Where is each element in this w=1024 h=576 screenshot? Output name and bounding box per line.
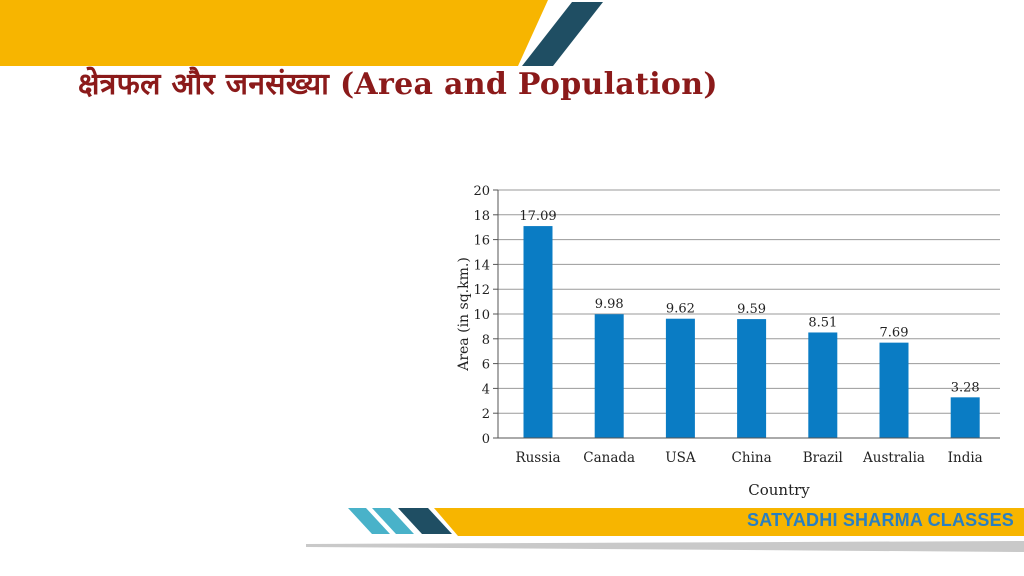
bar-india [950, 397, 980, 438]
bottom-dark-slash-2 [412, 508, 452, 534]
x-category-label-russia: Russia [515, 450, 560, 466]
bar-value-label-brazil: 8.51 [808, 315, 837, 330]
footer-brand: SATYADHI SHARMA CLASSES [747, 510, 1014, 530]
page-title: क्षेत्रफल और जनसंख्या (Area and Populati… [78, 67, 718, 102]
y-tick-label: 20 [473, 184, 490, 199]
y-tick-label: 0 [482, 432, 490, 447]
bottom-yellow-stripe [434, 508, 1024, 536]
bar-value-label-india: 3.28 [951, 380, 980, 395]
bars [523, 226, 980, 438]
y-axis-ticks: 0 2 4 6 8 10 12 14 16 18 20 [473, 184, 498, 447]
y-tick-label: 18 [473, 209, 490, 224]
bar-value-label-china: 9.59 [737, 302, 766, 317]
y-tick-label: 12 [473, 283, 490, 298]
area-bar-chart: 0 2 4 6 8 10 12 14 16 18 20 17.09 9.98 9.62 9.59 8.51 7… [456, 184, 1000, 498]
bar-value-label-australia: 7.69 [880, 326, 909, 341]
bar-value-label-canada: 9.98 [595, 297, 624, 312]
bar-brazil [808, 332, 838, 438]
x-category-label-canada: Canada [583, 450, 635, 466]
bottom-teal-slash-2 [372, 508, 414, 534]
bottom-dark-slash-1 [398, 508, 440, 534]
x-category-label-india: India [948, 450, 983, 466]
bottom-decorative-band [306, 508, 1024, 552]
y-tick-label: 6 [482, 358, 490, 373]
y-tick-label: 2 [482, 407, 490, 422]
bar-value-label-russia: 17.09 [519, 209, 556, 224]
x-category-label-usa: USA [665, 450, 696, 466]
bar-value-labels: 17.09 9.98 9.62 9.59 8.51 7.69 3.28 [519, 209, 979, 395]
y-tick-label: 14 [473, 258, 490, 273]
x-axis-title: Country [748, 481, 810, 498]
top-yellow-stripe [0, 0, 548, 66]
bar-australia [879, 342, 909, 438]
y-tick-label: 10 [473, 308, 490, 323]
bar-usa [665, 318, 695, 438]
y-tick-label: 8 [482, 333, 490, 348]
x-category-label-china: China [732, 450, 772, 466]
top-dark-slash [522, 2, 603, 66]
x-category-label-australia: Australia [862, 450, 925, 466]
bottom-teal-slash-1 [348, 508, 390, 534]
x-category-label-brazil: Brazil [803, 450, 843, 466]
bottom-shadow-line [306, 541, 1024, 552]
x-axis-category-labels: Russia Canada USA China Brazil Australia India [515, 450, 982, 466]
y-axis-title: Area (in sq.km.) [456, 257, 472, 372]
bar-value-label-usa: 9.62 [666, 302, 695, 317]
bar-china [737, 319, 767, 438]
y-tick-label: 4 [482, 382, 490, 397]
bar-russia [523, 226, 553, 438]
top-decorative-band [0, 0, 603, 66]
y-tick-label: 16 [473, 234, 490, 249]
bar-canada [594, 314, 624, 438]
